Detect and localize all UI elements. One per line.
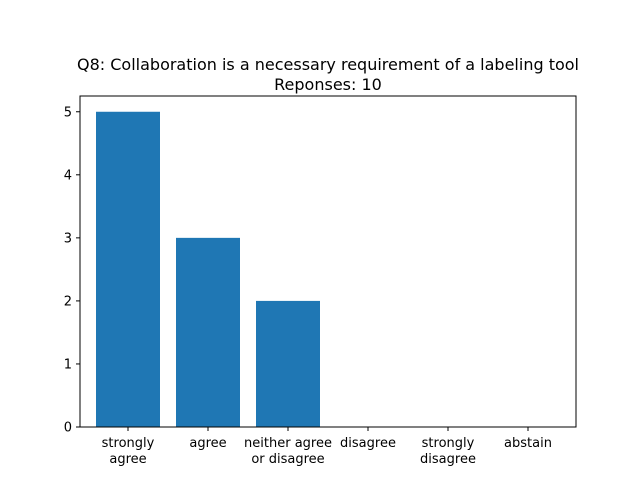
bar-2 [256,300,320,427]
x-tick-label: strongly disagree [420,436,476,467]
x-tick-label: abstain [504,436,552,451]
x-tick-label: disagree [340,436,396,451]
bar-0 [96,111,160,427]
y-tick-label: 1 [64,357,72,372]
x-tick-label-line: neither agree [244,436,332,451]
y-tick-label: 5 [64,105,72,120]
y-tick-label: 3 [64,231,72,246]
chart-subtitle: Reponses: 10 [274,75,382,94]
x-tick-label-line: disagree [420,452,476,467]
plot-frame [79,95,577,428]
x-tick-label: strongly agree [102,436,155,467]
bar-1 [176,237,240,427]
x-tick-label: agree [189,436,226,451]
y-tick-label: 0 [64,421,72,436]
x-tick-label-line: abstain [504,436,552,451]
x-tick-label-line: strongly [422,436,475,451]
y-axis: 0 1 2 3 4 5 [64,105,80,436]
x-tick-label-line: or disagree [251,452,324,467]
bars-group [96,111,320,427]
x-tick-label-line: agree [189,436,226,451]
x-tick-label: neither agree or disagree [244,436,332,467]
x-tick-label-line: disagree [340,436,396,451]
chart-title: Q8: Collaboration is a necessary require… [77,55,579,74]
y-tick-label: 2 [64,294,72,309]
x-tick-label-line: strongly [102,436,155,451]
x-tick-label-line: agree [109,452,146,467]
y-tick-label: 4 [64,168,72,183]
